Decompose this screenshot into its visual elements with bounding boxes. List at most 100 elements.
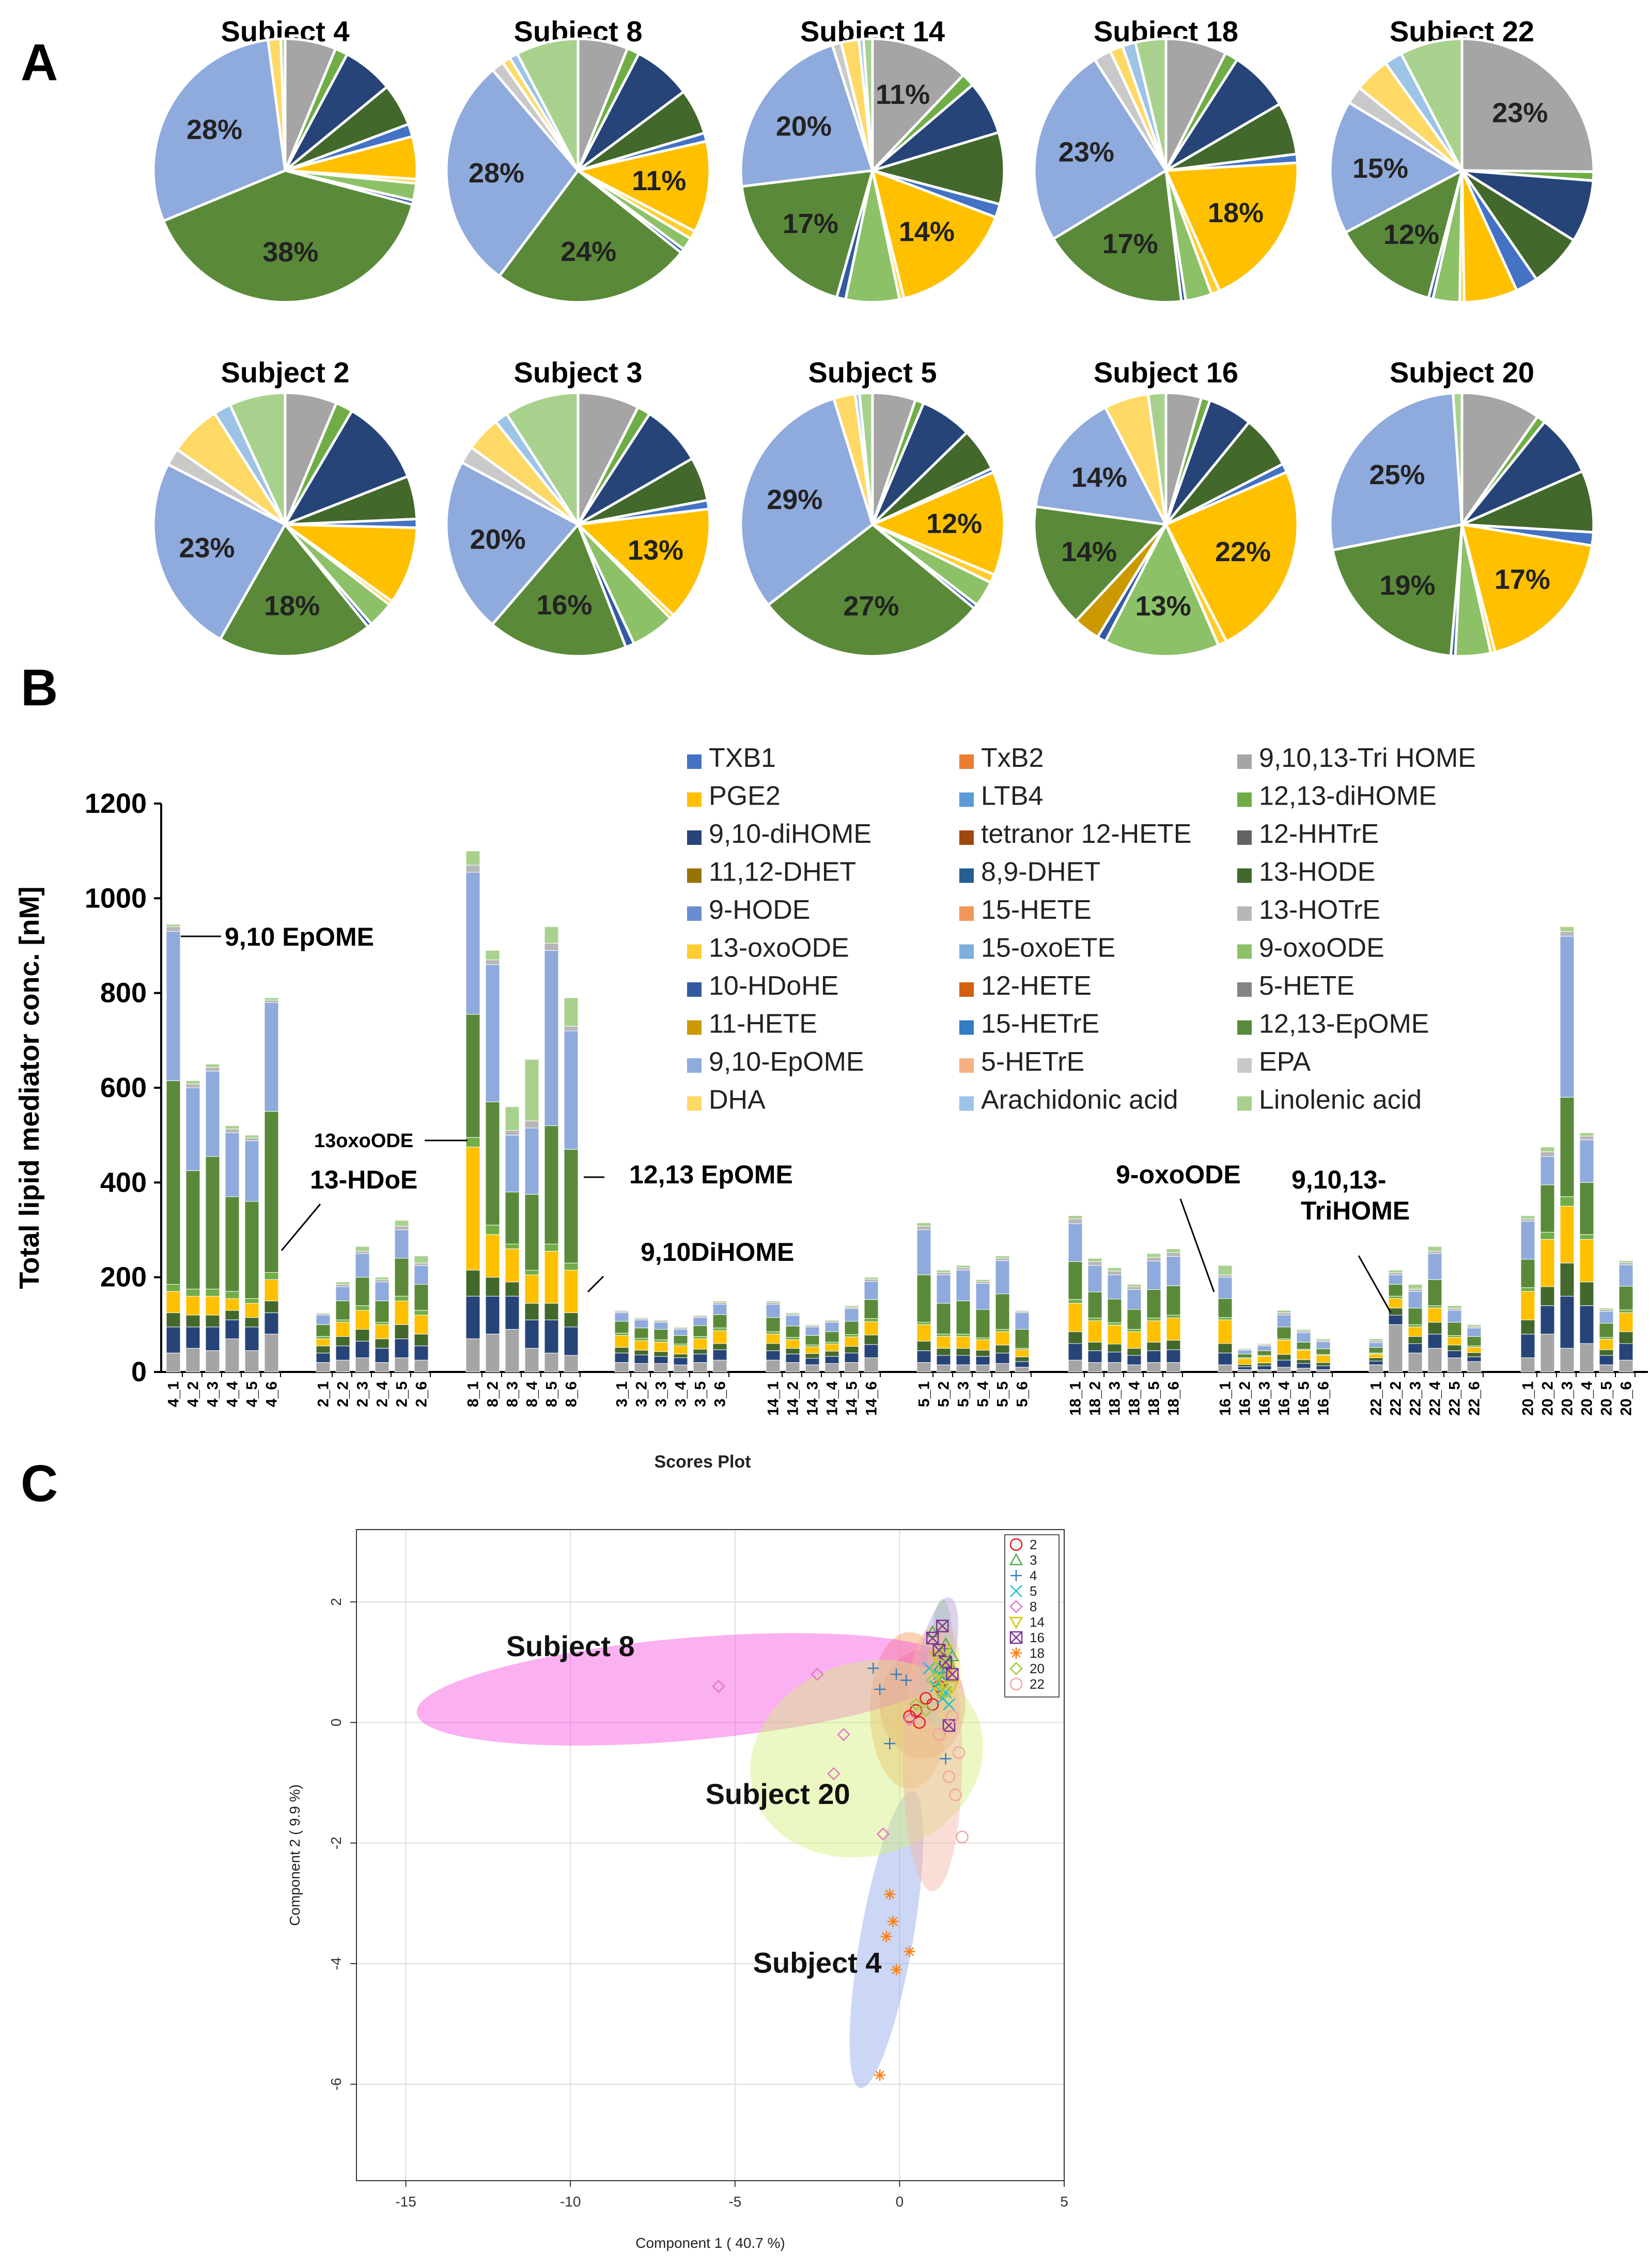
- data-point: [874, 1684, 886, 1695]
- bar-segment: [375, 1324, 390, 1339]
- bar-segment: [465, 1137, 480, 1148]
- pie-percent-label: 13%: [1135, 591, 1191, 622]
- bar-segment: [1296, 1359, 1311, 1364]
- legend-label: 12-HHTrE: [1259, 819, 1379, 849]
- pie-slice: [282, 409, 410, 527]
- bar-segment: [653, 1356, 668, 1364]
- bar-segment: [375, 1348, 390, 1363]
- bar-segment: [375, 1277, 390, 1280]
- bar-segment: [264, 1279, 279, 1302]
- bar-segment: [205, 1350, 220, 1372]
- x-tick-label: 16_4: [1276, 1381, 1293, 1416]
- bar-segment: [225, 1319, 240, 1339]
- pie-percent-label: 18%: [264, 591, 320, 622]
- bar-segment: [936, 1272, 951, 1275]
- bar-segment: [975, 1337, 990, 1340]
- legend-swatch: [959, 1096, 974, 1111]
- bar-segment: [1257, 1365, 1272, 1370]
- bar-segment: [916, 1324, 931, 1341]
- bar-segment: [544, 1319, 559, 1353]
- legend-swatch: [687, 1058, 702, 1073]
- bar-segment: [975, 1364, 990, 1372]
- panel-label-b: B: [21, 659, 58, 717]
- pie-slice: [1133, 37, 1168, 171]
- bar-segment: [1599, 1323, 1614, 1338]
- pie-percent-label: 14%: [1071, 462, 1127, 493]
- y-tick-label: 0: [328, 1719, 344, 1727]
- x-tick-label: 22_3: [1407, 1381, 1424, 1416]
- bar-segment: [1408, 1343, 1423, 1353]
- bar-segment: [1560, 936, 1575, 1098]
- bar-segment: [956, 1301, 971, 1335]
- data-point: [925, 1625, 940, 1638]
- pie-slice: [490, 522, 628, 658]
- bar-segment: [1015, 1361, 1030, 1368]
- bar-segment: [1388, 1270, 1403, 1273]
- data-point: [932, 1644, 946, 1657]
- x-tick-label: 22_1: [1368, 1381, 1385, 1416]
- x-tick-label: 2_3: [354, 1381, 371, 1407]
- bar-segment: [805, 1357, 820, 1365]
- data-point: [929, 1650, 943, 1663]
- bar-segment: [1146, 1341, 1161, 1351]
- bar-segment: [1618, 1343, 1633, 1361]
- bar-segment: [1316, 1348, 1331, 1355]
- x-tick-label: 18_3: [1107, 1381, 1124, 1416]
- bar-segment: [1218, 1317, 1233, 1320]
- x-tick-label: 16_5: [1296, 1381, 1313, 1416]
- bar-segment: [394, 1220, 409, 1227]
- bar-segment: [185, 1080, 200, 1085]
- bar-segment: [1107, 1324, 1122, 1345]
- bar-segment: [355, 1305, 370, 1311]
- data-point: [909, 1698, 923, 1711]
- bar-segment: [1166, 1318, 1181, 1341]
- bar-segment: [1015, 1356, 1030, 1362]
- bar-segment: [524, 1319, 539, 1349]
- bar-segment: [1427, 1253, 1442, 1280]
- bar-segment: [1447, 1310, 1462, 1323]
- bar-segment: [1579, 1132, 1594, 1137]
- bar-segment: [995, 1345, 1010, 1353]
- bar-segment: [1068, 1215, 1083, 1220]
- pie-percent-label: 14%: [1061, 536, 1117, 567]
- bar-segment: [864, 1344, 879, 1359]
- bar-segment: [394, 1295, 409, 1302]
- legend-label: 15-HETE: [981, 895, 1092, 925]
- bar-segment: [995, 1352, 1010, 1364]
- x-tick-label: 22_4: [1427, 1381, 1444, 1416]
- region-label: Subject 20: [706, 1778, 850, 1810]
- bar-segment: [355, 1277, 370, 1306]
- bar-segment: [485, 1277, 500, 1297]
- pie-slice: [162, 169, 414, 304]
- legend-label: 8: [1030, 1599, 1037, 1614]
- bar-segment: [375, 1362, 390, 1372]
- bar-segment: [166, 1326, 181, 1353]
- bar-segment: [956, 1348, 971, 1356]
- legend-label: 18: [1030, 1645, 1045, 1661]
- bar-segment: [1540, 1184, 1555, 1233]
- bar-segment: [712, 1314, 727, 1329]
- bar-segment: [465, 865, 480, 873]
- bar-segment: [564, 1149, 579, 1263]
- bar-segment: [995, 1260, 1010, 1294]
- data-point: [1010, 1585, 1022, 1597]
- legend-label: Arachidonic acid: [981, 1085, 1178, 1115]
- bar-segment: [394, 1324, 409, 1339]
- bar-segment: [414, 1315, 429, 1335]
- bar-segment: [844, 1362, 859, 1372]
- legend-swatch: [1237, 906, 1252, 921]
- bar-segment: [1427, 1305, 1442, 1308]
- data-point: [913, 1716, 926, 1729]
- bar-segment: [785, 1315, 800, 1326]
- legend-swatch: [1237, 1020, 1252, 1035]
- bar-segment: [264, 997, 279, 1000]
- bar-segment: [544, 943, 559, 951]
- bar-segment: [264, 1312, 279, 1335]
- bar-segment: [916, 1340, 931, 1351]
- bar-segment: [824, 1344, 839, 1352]
- bar-segment: [1447, 1308, 1462, 1311]
- bar-segment: [264, 999, 279, 1003]
- bar-segment: [653, 1351, 668, 1357]
- bar-segment: [1237, 1353, 1252, 1358]
- bar-segment: [653, 1319, 668, 1321]
